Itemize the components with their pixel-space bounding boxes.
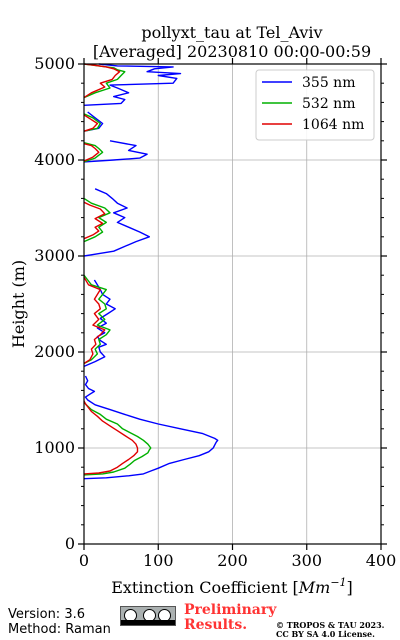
preliminary-text-line1: Preliminary [184,602,277,618]
y-tick-label: 1000 [34,438,75,457]
series-1064-nm [83,63,139,475]
y-tick-label: 0 [65,534,75,553]
chart-title-line1: pollyxt_tau at Tel_Aviv [141,23,322,42]
series-line-segment [83,63,121,99]
series-line-segment [83,201,106,240]
legend-label-1064: 1064 nm [302,117,364,133]
series-line-segment [83,375,219,480]
method-text: Method: Raman [8,622,111,637]
series-532-nm [83,63,152,476]
x-axis-label-text: Extinction Coefficient [ [111,578,299,597]
y-tick-label: 3000 [34,246,75,265]
series-line-segment [83,63,182,106]
license-line1: © TROPOS & TAU 2023. [276,620,385,630]
y-tick-label: 5000 [34,54,75,73]
series-line-segment [83,114,99,132]
x-tick-label: 300 [291,551,322,570]
x-tick-label: 200 [217,551,248,570]
series-line-segment [83,401,152,476]
series-layer [83,63,219,480]
y-tick-label: 2000 [34,342,75,361]
series-line-segment [83,279,116,368]
badge-strip [121,620,175,625]
x-axis-label: Extinction Coefficient [Mm−1] [111,576,353,597]
x-tick-label: 100 [143,551,174,570]
series-line-segment [83,274,111,365]
legend: 355 nm 532 nm 1064 nm [255,69,375,141]
version-text: Version: 3.6 [8,607,85,622]
y-axis-label: Height (m) [9,260,28,348]
legend-label-532: 532 nm [302,96,355,112]
series-line-segment [83,400,139,475]
grid [84,64,381,544]
chart-title-line2: [Averaged] 20230810 00:00-00:59 [93,42,371,61]
x-axis-label-close: ] [347,578,353,597]
series-355-nm [83,63,219,480]
x-tick-label: 400 [366,551,397,570]
x-axis-label-exponent: −1 [330,576,346,589]
license-line2: CC BY SA 4.0 License. [276,629,375,639]
series-line-segment [83,140,148,163]
series-line-segment [83,197,111,243]
y-tick-label: 4000 [34,150,75,169]
preliminary-text-line2: Results. [184,617,248,633]
series-line-segment [83,143,100,162]
series-line-segment [83,188,151,257]
series-line-segment [83,276,106,365]
cc-by-sa-badge-icon [120,606,176,626]
x-tick-label: 0 [79,551,89,570]
legend-label-355: 355 nm [302,75,355,91]
series-line-segment [83,142,104,163]
x-axis-label-unit: Mm [298,578,331,597]
legend-box [255,69,375,141]
series-line-segment [83,113,102,132]
series-line-segment [83,63,126,99]
